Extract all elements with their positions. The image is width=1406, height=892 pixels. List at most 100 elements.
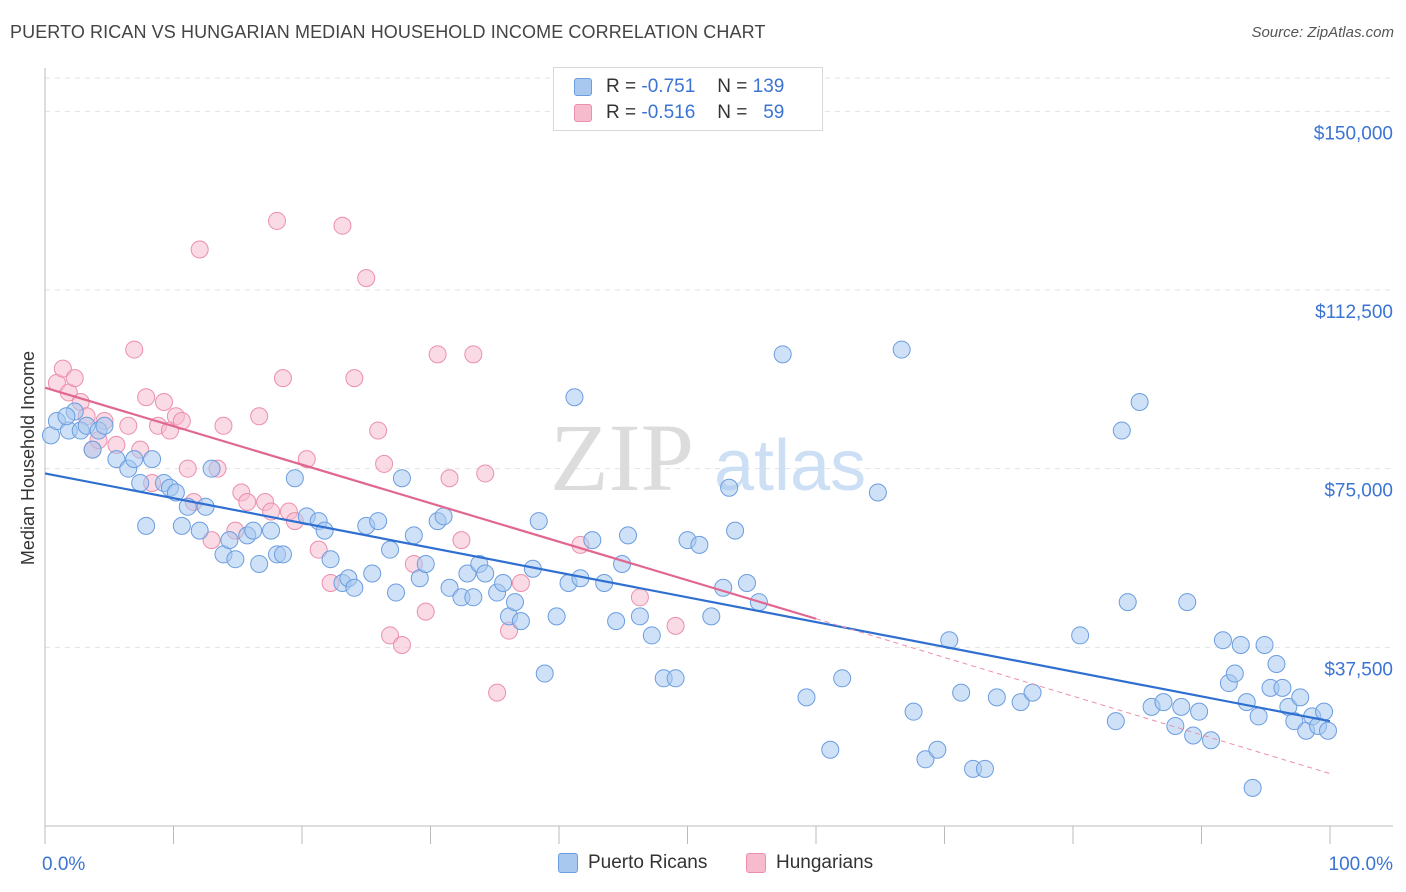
hungarians-point — [154, 392, 173, 411]
puerto-ricans-point — [321, 550, 340, 569]
puerto-ricans-trend-line — [44, 472, 1331, 723]
puerto-ricans-point — [386, 583, 405, 602]
legend-swatch-pink — [574, 104, 592, 122]
bottom-legend-swatch-pink — [746, 853, 766, 873]
puerto-ricans-point — [363, 564, 382, 583]
legend-row-hungarians: R = -0.516 N = 59 — [574, 100, 784, 126]
legend: R = -0.751 N = 139 R = -0.516 N = 59 — [553, 67, 823, 131]
puerto-ricans-point — [458, 564, 477, 583]
puerto-ricans-point — [125, 450, 144, 469]
puerto-ricans-point — [494, 574, 513, 593]
puerto-ricans-point — [868, 483, 887, 502]
puerto-ricans-point — [1130, 392, 1149, 411]
puerto-ricans-point — [505, 593, 524, 612]
puerto-ricans-point — [464, 588, 483, 607]
puerto-ricans-point — [1023, 683, 1042, 702]
hungarians-point — [202, 531, 221, 550]
puerto-ricans-point — [833, 669, 852, 688]
legend-n-label: N = — [717, 102, 748, 123]
puerto-ricans-point — [107, 450, 126, 469]
puerto-ricans-point — [1184, 726, 1203, 745]
hungarians-point — [250, 407, 269, 426]
puerto-ricans-point — [916, 750, 935, 769]
puerto-ricans-point — [220, 531, 239, 550]
puerto-ricans-point — [95, 416, 114, 435]
legend-n-value: 59 — [763, 102, 785, 123]
puerto-ricans-point — [690, 535, 709, 554]
hungarians-point — [464, 345, 483, 364]
puerto-ricans-point — [1178, 593, 1197, 612]
puerto-ricans-point — [720, 478, 739, 497]
puerto-ricans-point — [928, 740, 947, 759]
puerto-ricans-point — [1154, 693, 1173, 712]
puerto-ricans-point — [345, 578, 364, 597]
y-axis-label: Median Household Income — [18, 351, 38, 565]
hungarians-trend-line — [44, 386, 817, 620]
hungarians-point — [297, 450, 316, 469]
legend-r-value: -0.516 — [641, 102, 696, 123]
puerto-ricans-point — [607, 612, 626, 631]
puerto-ricans-point — [583, 531, 602, 550]
puerto-ricans-point — [726, 521, 745, 540]
legend-swatch-blue — [574, 78, 592, 96]
hungarians-point — [137, 388, 156, 407]
puerto-ricans-point — [1118, 593, 1137, 612]
puerto-ricans-point — [83, 440, 102, 459]
hungarians-point — [428, 345, 447, 364]
puerto-ricans-point — [821, 740, 840, 759]
axes — [44, 68, 1393, 844]
puerto-ricans-point — [1267, 655, 1286, 674]
puerto-ricans-point — [1231, 635, 1250, 654]
bottom-legend-label: Hungarians — [776, 852, 874, 873]
puerto-ricans-point — [1237, 693, 1256, 712]
hungarians-point — [53, 359, 72, 378]
puerto-ricans-points — [41, 340, 1337, 797]
watermark-atlas: atlas — [714, 426, 866, 506]
source-label: Source: ZipAtlas.com — [1251, 24, 1394, 41]
hungarians-point — [273, 369, 292, 388]
puerto-ricans-point — [619, 526, 638, 545]
puerto-ricans-point — [1243, 778, 1262, 797]
puerto-ricans-point — [666, 669, 685, 688]
puerto-ricans-point — [529, 512, 548, 531]
bottom-legend-swatch-blue — [558, 853, 578, 873]
hungarians-point — [268, 211, 287, 230]
hungarians-point — [476, 464, 495, 483]
puerto-ricans-point — [137, 516, 156, 535]
hungarians-point — [375, 454, 394, 473]
hungarians-point — [357, 269, 376, 288]
puerto-ricans-point — [1166, 716, 1185, 735]
hungarians-point — [190, 240, 209, 259]
y-tick-label: $150,000 — [1314, 123, 1393, 144]
puerto-ricans-point — [273, 545, 292, 564]
hungarians-point — [392, 635, 411, 654]
puerto-ricans-point — [797, 688, 816, 707]
puerto-ricans-point — [416, 554, 435, 573]
puerto-ricans-point — [285, 469, 304, 488]
puerto-ricans-point — [250, 554, 269, 573]
puerto-ricans-point — [476, 564, 495, 583]
puerto-ricans-point — [1225, 664, 1244, 683]
puerto-ricans-point — [1291, 688, 1310, 707]
hungarians-point — [488, 683, 507, 702]
puerto-ricans-point — [642, 626, 661, 645]
puerto-ricans-point — [511, 612, 530, 631]
hungarians-point — [440, 469, 459, 488]
puerto-ricans-point — [369, 512, 388, 531]
legend-r-label: R = — [606, 76, 637, 97]
puerto-ricans-point — [1273, 678, 1292, 697]
bottom-legend-puerto-ricans: Puerto Ricans — [558, 852, 707, 874]
bottom-legend-hungarians: Hungarians — [746, 852, 873, 874]
hungarians-point — [125, 340, 144, 359]
hungarians-point — [381, 626, 400, 645]
puerto-ricans-point — [57, 407, 76, 426]
puerto-ricans-point — [196, 497, 215, 516]
gridlines — [45, 77, 1393, 648]
puerto-ricans-point — [315, 521, 334, 540]
tick-labels: $37,500 $75,000 $112,500 $150,000 0.0% 100.0% — [42, 123, 1393, 875]
puerto-ricans-point — [773, 345, 792, 364]
hungarians-point — [345, 369, 364, 388]
puerto-ricans-point — [434, 507, 453, 526]
puerto-ricans-point — [1011, 693, 1030, 712]
